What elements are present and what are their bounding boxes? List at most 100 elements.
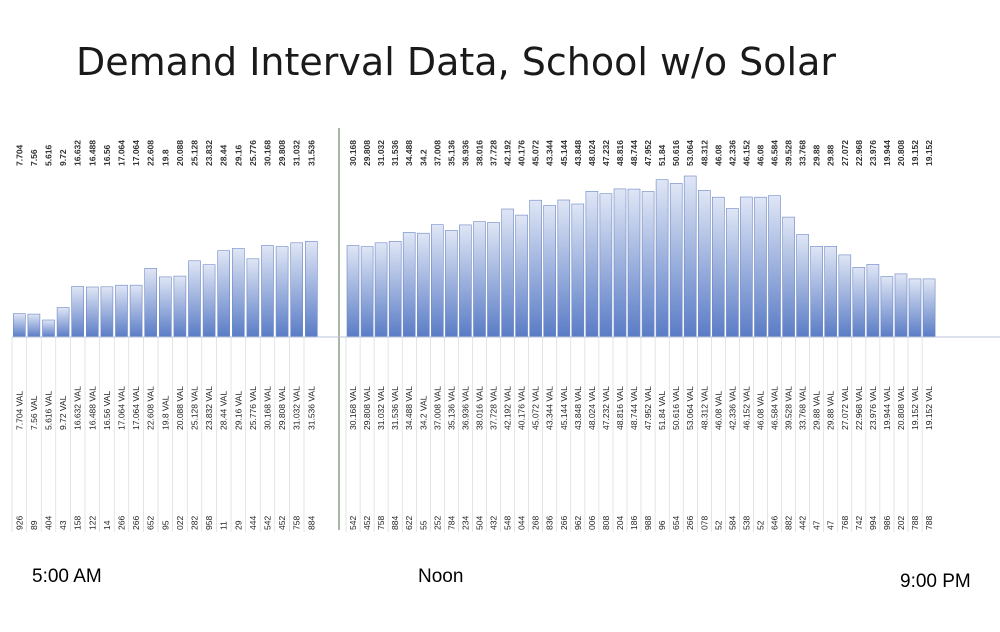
top-value-label: 7.56 [29, 149, 39, 166]
top-value-label: 50.616 [671, 140, 681, 166]
category-label: 17.064 VAL [117, 386, 127, 430]
bottom-code-label: 884 [306, 516, 316, 530]
bar [726, 208, 739, 338]
category-label: 29.16 VAL [233, 391, 243, 430]
category-label: 48.312 VAL [699, 386, 709, 430]
bottom-code-label: 252 [432, 516, 442, 530]
bar [86, 286, 99, 338]
top-value-label: 22.968 [854, 140, 864, 166]
bar [908, 278, 922, 338]
top-value-label: 48.024 [587, 140, 597, 166]
bar [543, 205, 557, 338]
category-label: 23.832 VAL [204, 386, 214, 430]
bottom-code-label: 548 [503, 516, 513, 530]
top-value-label: 48.744 [629, 140, 639, 166]
bottom-code-label: 268 [531, 516, 541, 530]
top-value-label: 28.44 [219, 144, 229, 166]
bar [557, 199, 571, 338]
bar [683, 175, 697, 338]
top-value-label: 45.072 [531, 140, 541, 166]
bar [796, 234, 809, 338]
bottom-code-label: 122 [87, 516, 97, 530]
category-label: 48.024 VAL [587, 386, 597, 430]
bar [585, 191, 599, 338]
bottom-code-label: 55 [418, 520, 428, 530]
top-value-label: 46.152 [741, 140, 751, 166]
bottom-code-label: 266 [131, 516, 141, 530]
category-label: 19.152 VAL [924, 386, 934, 430]
top-value-label: 43.848 [573, 140, 583, 166]
bar [838, 254, 852, 338]
category-label: 9.72 VAL [58, 395, 68, 430]
category-label: 34.2 VAL [418, 395, 428, 430]
bar [613, 188, 627, 338]
top-value-label: 34.488 [404, 140, 414, 166]
bottom-code-label: 788 [924, 516, 934, 530]
bottom-code-label: 986 [882, 516, 892, 530]
top-value-label: 9.72 [58, 149, 68, 166]
bar [627, 188, 641, 338]
category-label: 31.536 VAL [390, 386, 400, 430]
bar [115, 284, 128, 338]
bar [360, 246, 374, 338]
bottom-code-label: 452 [277, 516, 287, 530]
bottom-code-label: 788 [910, 516, 920, 530]
top-value-label: 48.312 [699, 140, 709, 166]
category-label: 45.144 VAL [559, 386, 569, 430]
top-value-label: 25.128 [190, 140, 200, 166]
category-label: 53.064 VAL [685, 386, 695, 430]
category-label: 30.168 VAL [348, 386, 358, 430]
bottom-code-label: 622 [404, 516, 414, 530]
top-value-label: 30.168 [263, 140, 273, 166]
category-label: 16.632 VAL [73, 386, 83, 430]
bottom-code-label: 14 [102, 520, 112, 530]
category-label: 37.728 VAL [489, 386, 499, 430]
bottom-code-label: 758 [376, 516, 386, 530]
top-value-label: 19.152 [924, 140, 934, 166]
category-label: 46.152 VAL [741, 386, 751, 430]
bottom-code-label: 282 [190, 516, 200, 530]
bar [290, 242, 304, 338]
bottom-code-label: 11 [219, 521, 229, 530]
top-value-label: 7.704 [14, 144, 24, 166]
category-label: 35.136 VAL [446, 386, 456, 430]
bar [515, 214, 528, 338]
top-value-label: 48.816 [615, 140, 625, 166]
bottom-code-label: 884 [390, 516, 400, 530]
top-value-label: 29.88 [826, 144, 836, 166]
top-value-label: 46.08 [756, 144, 766, 166]
bottom-code-label: 078 [699, 516, 709, 530]
bottom-code-label: 836 [545, 516, 555, 530]
category-label: 50.616 VAL [671, 386, 681, 430]
top-value-label: 47.232 [601, 140, 611, 166]
bar [740, 196, 753, 338]
bottom-code-label: 044 [517, 516, 527, 530]
category-label: 22.968 VAL [854, 386, 864, 430]
top-value-label: 29.16 [233, 144, 243, 166]
bottom-code-label: 646 [770, 516, 780, 530]
bar [261, 245, 274, 338]
bar [445, 230, 458, 338]
category-label: 7.56 VAL [29, 395, 39, 430]
top-value-label: 46.08 [713, 144, 723, 166]
bar [374, 242, 388, 338]
bar [202, 264, 216, 338]
bottom-code-label: 452 [362, 516, 372, 530]
category-label: 20.808 VAL [896, 386, 906, 430]
top-value-label: 17.064 [117, 140, 127, 166]
top-value-label: 53.064 [685, 140, 695, 166]
bottom-code-label: 542 [348, 516, 358, 530]
category-label: 48.744 VAL [629, 386, 639, 430]
bar [487, 222, 500, 338]
top-value-label: 16.56 [102, 144, 112, 166]
bar [159, 276, 172, 338]
top-value-label: 17.064 [131, 140, 141, 166]
top-value-label: 34.2 [418, 149, 428, 166]
bar [473, 221, 486, 338]
bar [768, 195, 781, 338]
top-value-label: 42.192 [503, 140, 513, 166]
category-label: 17.064 VAL [131, 386, 141, 430]
category-label: 39.528 VAL [784, 386, 794, 430]
bar [880, 276, 894, 338]
bottom-code-label: 758 [292, 516, 302, 530]
